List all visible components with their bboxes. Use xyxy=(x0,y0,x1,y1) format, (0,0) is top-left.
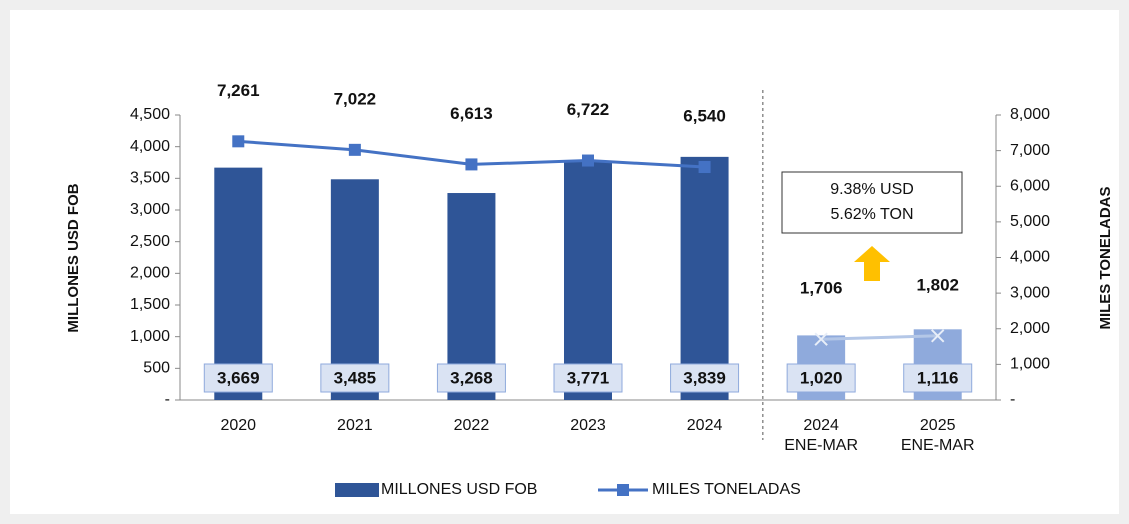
bar-label-box xyxy=(786,363,856,393)
line-label: 6,540 xyxy=(683,106,726,125)
line-label: 1,706 xyxy=(800,279,843,298)
bar-label: 3,669 xyxy=(217,368,260,387)
y2-tick-label: 2,000 xyxy=(1010,320,1050,337)
x-tick-label: 2024 ENE-MAR xyxy=(784,417,859,454)
annotation-box xyxy=(781,171,963,234)
line xyxy=(821,334,938,341)
y-tick-label: 2,000 xyxy=(130,265,170,282)
y-axis-title: MILLONES USD FOB xyxy=(65,183,82,332)
line-label: 7,261 xyxy=(217,81,260,100)
y2-tick-label: 6,000 xyxy=(1010,177,1050,194)
bar-label-box xyxy=(553,363,623,393)
line-label: 6,722 xyxy=(567,100,610,119)
x-tick-label: 2021 xyxy=(337,417,373,434)
marker xyxy=(931,329,945,343)
bar-label-box xyxy=(670,363,740,393)
legend-label: MILLONES USD FOB xyxy=(381,481,537,498)
bar-label: 1,020 xyxy=(800,368,843,387)
y-tick-label: 500 xyxy=(143,360,170,377)
bar-label-box xyxy=(203,363,273,393)
legend-label: MILES TONELADAS xyxy=(652,481,801,498)
line-label: 7,022 xyxy=(334,89,377,108)
bar-label: 3,268 xyxy=(450,368,493,387)
marker xyxy=(698,161,711,174)
y2-tick-label: 1,000 xyxy=(1010,356,1050,373)
y2-tick-label: 8,000 xyxy=(1010,106,1050,123)
line-label: 1,802 xyxy=(916,275,959,294)
y2-tick-label: 5,000 xyxy=(1010,213,1050,230)
y-tick-label: 3,000 xyxy=(130,201,170,218)
y-tick-label: - xyxy=(165,391,170,408)
bar xyxy=(330,179,379,400)
y2-tick-label: 4,000 xyxy=(1010,249,1050,266)
y-tick-label: 1,000 xyxy=(130,328,170,345)
line-label: 6,613 xyxy=(450,104,493,123)
bar-label: 3,839 xyxy=(683,368,726,387)
marker xyxy=(465,158,478,171)
marker xyxy=(814,332,828,346)
y-tick-label: 1,500 xyxy=(130,296,170,313)
x-tick-label: 2024 xyxy=(686,417,723,434)
x-tick-label: 2022 xyxy=(453,417,490,434)
bar xyxy=(214,167,263,400)
y2-tick-label: - xyxy=(1010,391,1015,408)
bar-label-box xyxy=(320,363,390,393)
up-arrow xyxy=(854,246,890,281)
y2-axis-title: MILES TONELADAS xyxy=(1097,186,1114,329)
y-tick-label: 3,500 xyxy=(130,170,170,187)
bar-label-box xyxy=(436,363,506,393)
annotation: 9.38% USD xyxy=(830,181,914,198)
x-tick-label: 2025 ENE-MAR xyxy=(900,417,975,454)
annotation: 5.62% TON xyxy=(830,206,913,223)
marker xyxy=(582,154,594,167)
marker xyxy=(232,135,245,148)
marker xyxy=(348,143,361,156)
bar-label-box xyxy=(903,363,973,393)
y-tick-label: 4,000 xyxy=(130,138,170,155)
bar-label: 1,116 xyxy=(917,368,959,387)
y2-tick-label: 7,000 xyxy=(1010,142,1050,159)
bar-label: 3,771 xyxy=(567,368,610,387)
x-tick-label: 2020 xyxy=(220,417,257,434)
y-tick-label: 2,500 xyxy=(130,233,170,250)
y-tick-label: 4,500 xyxy=(130,106,170,123)
x-tick-label: 2023 xyxy=(570,417,606,434)
legend-swatch xyxy=(335,483,379,497)
legend-swatch xyxy=(617,484,629,496)
bar-label: 3,485 xyxy=(334,368,377,387)
bar xyxy=(680,156,729,400)
bar xyxy=(564,161,612,400)
y2-tick-label: 3,000 xyxy=(1010,284,1050,301)
